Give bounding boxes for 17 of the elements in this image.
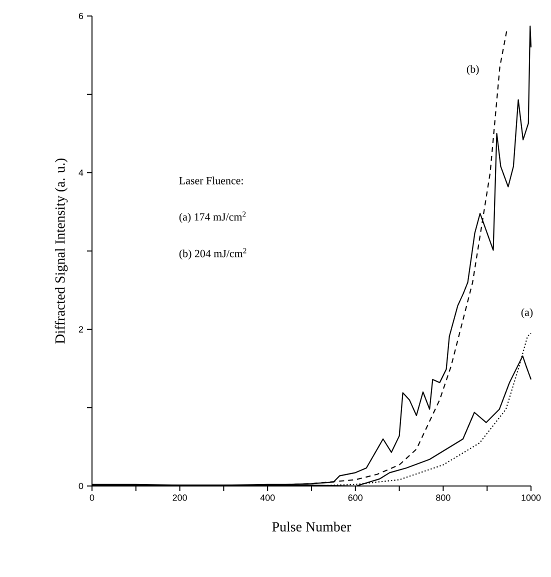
series-label: (a) <box>521 308 533 318</box>
x-tick-label: 600 <box>348 494 363 501</box>
y-tick-label: 4 <box>78 170 84 176</box>
annotation: (a) 174 mJ/cm$^{2}$ <box>179 211 246 223</box>
x-tick-label: 400 <box>260 494 275 501</box>
x-tick-label: 0 <box>90 494 94 501</box>
series-label: (b) <box>466 65 479 76</box>
annotation: (b) 204 mJ/cm$^{2}$ <box>179 248 246 260</box>
x-tick-label: 800 <box>436 494 450 501</box>
y-tick-label: 2 <box>78 326 84 332</box>
x-tick-label: 1000 <box>522 494 541 501</box>
y-tick-label: 6 <box>78 12 84 20</box>
annotation: Laser Fluence: <box>179 176 243 184</box>
y-tick-label: 0 <box>78 482 84 490</box>
x-tick-label: 200 <box>172 494 187 501</box>
y-axis-title: Diffracted Signal Intensity (a. u.) <box>54 158 68 344</box>
x-axis-title: Pulse Number <box>272 522 352 532</box>
